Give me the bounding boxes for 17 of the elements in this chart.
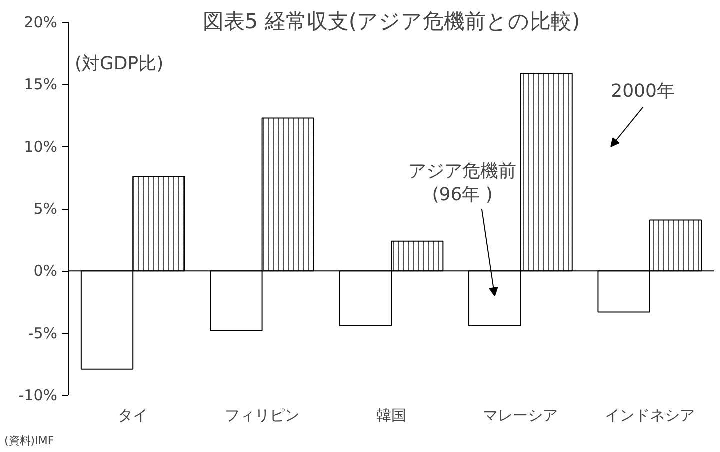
- y-tick-label: 0%: [34, 262, 58, 280]
- y-tick-label: 20%: [24, 14, 58, 32]
- text: 2000年: [611, 81, 675, 102]
- text: アジア危機前 (96年 ): [408, 161, 517, 206]
- x-tick-label: 韓国: [376, 406, 406, 424]
- y-tick-label: 10%: [24, 138, 58, 156]
- y-tick-label: -10%: [18, 386, 58, 404]
- x-tick-label: フィリピン: [224, 406, 300, 424]
- y-tick-label: 15%: [24, 76, 58, 94]
- y-tick-label: 5%: [34, 200, 58, 218]
- x-tick-label: タイ: [118, 406, 148, 424]
- chart-title: 図表5 経常収支(アジア危機前との比較): [202, 10, 580, 34]
- x-tick-label: マレーシア: [483, 406, 558, 424]
- y-tick-label: -5%: [28, 324, 58, 342]
- x-tick-label: インドネシア: [604, 406, 695, 424]
- text: (資料)IMF: [4, 434, 54, 448]
- y-axis-title: (対GDP比): [74, 54, 164, 75]
